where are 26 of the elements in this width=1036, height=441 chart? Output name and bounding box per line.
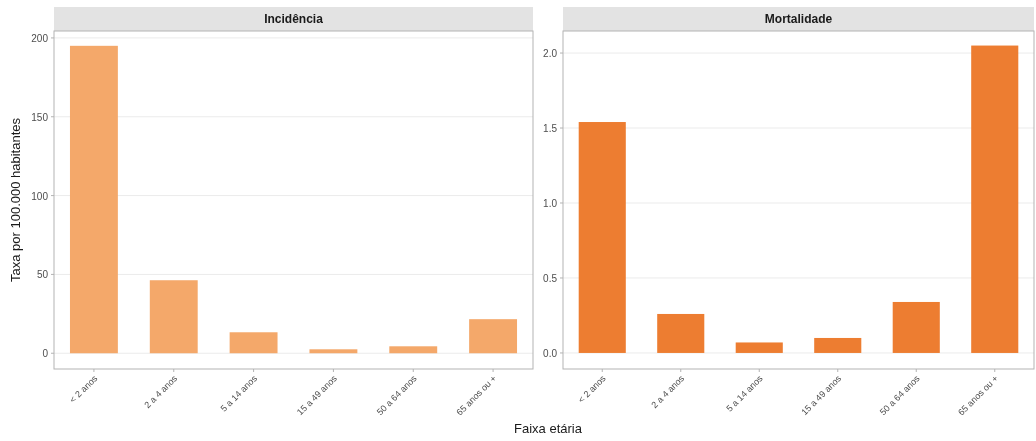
- bar: [814, 337, 862, 353]
- y-tick-label: 50: [36, 269, 49, 281]
- bar: [309, 349, 358, 354]
- y-tick-label: 150: [31, 111, 49, 123]
- bar: [469, 319, 518, 354]
- x-axis-title: Faixa etária: [514, 421, 583, 436]
- y-tick-label: 0.5: [543, 272, 558, 284]
- chart-title: Incidência: [264, 12, 324, 26]
- y-tick-label: 0: [42, 348, 49, 360]
- y-tick-label: 0.0: [543, 347, 558, 359]
- y-axis-title: Taxa por 100.000 habitantes: [8, 117, 23, 283]
- y-tick-label: 1.5: [543, 123, 558, 135]
- y-tick-label: 2.0: [543, 48, 558, 60]
- bar: [149, 280, 198, 354]
- bar: [578, 122, 626, 353]
- y-tick-label: 1.0: [543, 198, 558, 209]
- bar: [657, 313, 705, 353]
- bar: [229, 332, 278, 354]
- bar: [69, 45, 118, 354]
- chart-title: Mortalidade: [764, 12, 833, 26]
- y-tick-label: 200: [31, 32, 49, 44]
- bar: [389, 346, 438, 354]
- bar: [735, 342, 783, 353]
- y-tick-label: 100: [31, 190, 49, 202]
- bar: [971, 45, 1019, 353]
- bar: [892, 301, 940, 353]
